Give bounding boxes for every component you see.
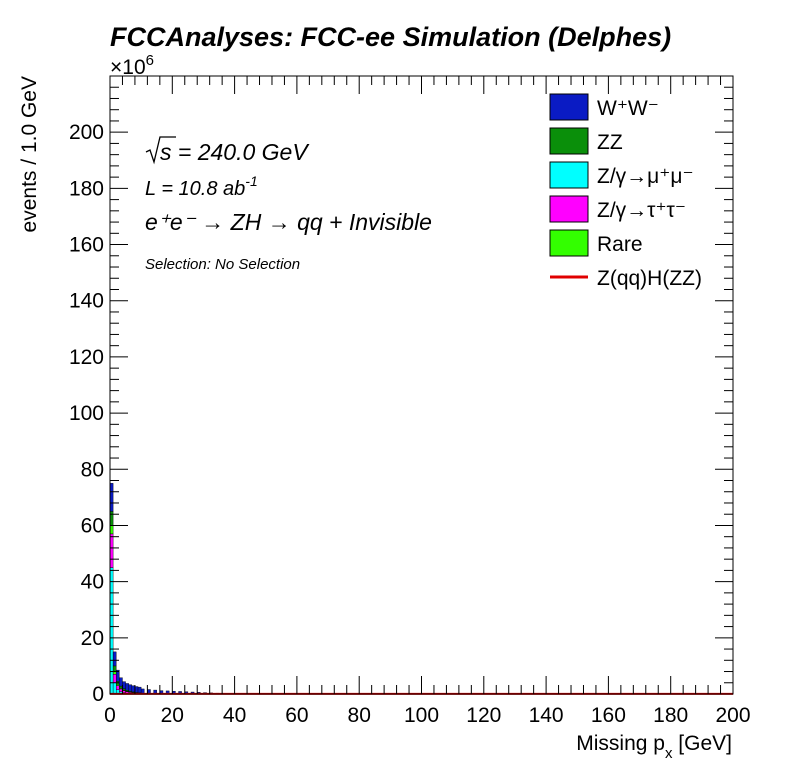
y-tick-label: 20 — [81, 627, 104, 650]
legend-swatch — [549, 229, 589, 257]
legend-label: Z/γ→μ⁺μ⁻ — [597, 165, 694, 188]
x-axis-label-sub: x — [665, 745, 673, 762]
annotation-selection: Selection: No Selection — [145, 256, 300, 273]
bar-w-w- — [137, 686, 142, 693]
lumi-text: L = 10.8 ab — [145, 178, 245, 200]
legend-item: Z/γ→τ⁺τ⁻ — [549, 195, 686, 223]
y-tick-label: 200 — [69, 121, 104, 144]
y-exponent-base: ×10 — [110, 56, 146, 79]
x-tick-label: 60 — [285, 704, 308, 727]
y-tick-label: 140 — [69, 290, 104, 313]
bar-z- — [112, 674, 117, 683]
legend-swatch — [549, 127, 589, 155]
lumi-power: -1 — [245, 173, 257, 189]
legend-item: W⁺W⁻ — [549, 93, 659, 121]
annotation-luminosity: L = 10.8 ab-1 — [145, 173, 258, 200]
x-tick-label: 20 — [161, 704, 184, 727]
legend-item: Z/γ→μ⁺μ⁻ — [549, 161, 694, 189]
bar-w-w- — [112, 651, 117, 667]
bar-z- — [112, 682, 117, 695]
bar-zz — [112, 665, 117, 672]
x-axis-label-unit: [GeV] — [672, 732, 732, 755]
legend-swatch — [549, 161, 589, 189]
x-tick-label: 0 — [104, 704, 116, 727]
bar-rare — [116, 683, 120, 686]
y-tick-label: 180 — [69, 177, 104, 200]
x-tick-label: 80 — [348, 704, 371, 727]
y-tick-label: 80 — [81, 458, 104, 481]
x-axis-label: Missing px [GeV] — [576, 732, 732, 762]
x-tick-label: 100 — [404, 704, 439, 727]
legend-item: Z(qq)H(ZZ) — [550, 267, 702, 290]
legend-swatch — [549, 195, 589, 223]
y-tick-label: 60 — [81, 514, 104, 537]
y-tick-label: 0 — [92, 683, 104, 706]
annotation-sqrt-s: s = 240.0 GeV — [145, 136, 310, 165]
x-tick-label: 120 — [466, 704, 501, 727]
x-tick-labels: 0 20 40 60 80 100 120 140 160 180 200 — [104, 704, 750, 727]
annotation-process: e⁺e⁻ → ZH → qq + Invisible — [145, 209, 432, 235]
x-tick-label: 40 — [223, 704, 246, 727]
legend-item: ZZ — [549, 127, 623, 155]
legend-label: Rare — [597, 233, 643, 256]
x-tick-label: 160 — [591, 704, 626, 727]
legend-label: Z(qq)H(ZZ) — [597, 267, 702, 290]
sqrt-symbol — [145, 136, 176, 165]
bar-z- — [116, 685, 120, 690]
histogram-bars — [109, 483, 232, 695]
bar-w-w- — [125, 683, 129, 691]
bar-w-w- — [116, 669, 120, 682]
y-tick-label: 120 — [69, 346, 104, 369]
x-axis-label-main: Missing p — [576, 732, 665, 755]
x-tick-label: 140 — [529, 704, 564, 727]
y-tick-label: 40 — [81, 571, 104, 594]
legend-swatch — [549, 93, 589, 121]
x-tick-label: 180 — [653, 704, 688, 727]
y-exponent-label: ×106 — [110, 52, 154, 79]
y-tick-labels: 0 20 40 60 80 100 120 140 160 180 200 — [69, 121, 104, 706]
svg-text:×106: ×106 — [110, 52, 154, 79]
legend-label: ZZ — [597, 131, 623, 154]
y-exponent-power: 6 — [146, 52, 154, 69]
legend: W⁺W⁻ ZZ Z/γ→μ⁺μ⁻ Z/γ→τ⁺τ⁻ Rare Z(qq)H(ZZ) — [549, 93, 702, 290]
chart-title: FCCAnalyses: FCC-ee Simulation (Delphes) — [110, 22, 671, 52]
x-tick-label: 200 — [715, 704, 750, 727]
sqrt-s-text: s = 240.0 GeV — [160, 139, 310, 165]
bar-w-w- — [119, 677, 123, 687]
bar-w-w- — [128, 684, 133, 692]
legend-item: Rare — [549, 229, 643, 257]
legend-label: W⁺W⁻ — [597, 97, 659, 120]
y-tick-label: 100 — [69, 402, 104, 425]
axis-ticks — [109, 76, 734, 695]
legend-label: Z/γ→τ⁺τ⁻ — [597, 199, 686, 222]
y-axis-label: events / 1.0 GeV — [18, 76, 41, 232]
y-tick-label: 160 — [69, 234, 104, 257]
